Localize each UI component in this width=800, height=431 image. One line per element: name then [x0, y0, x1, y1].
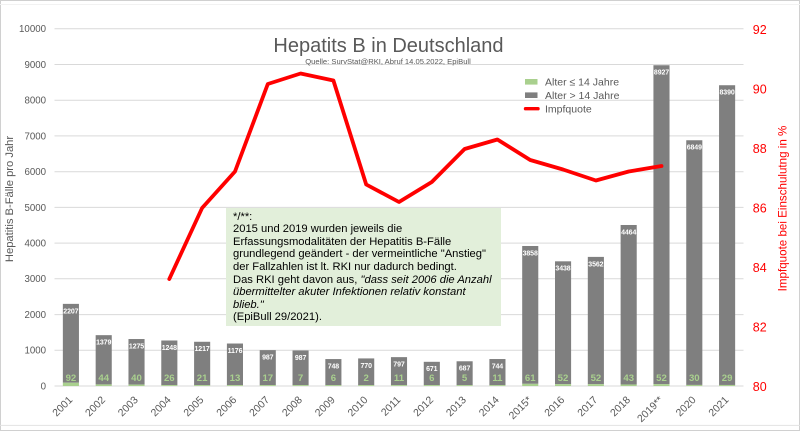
svg-text:4000: 4000 [24, 239, 46, 250]
svg-text:2: 2 [364, 373, 369, 384]
svg-text:17: 17 [262, 373, 273, 384]
svg-text:9000: 9000 [24, 60, 46, 71]
svg-text:3000: 3000 [24, 274, 46, 285]
svg-text:3562: 3562 [588, 261, 603, 268]
svg-text:3438: 3438 [555, 266, 570, 273]
svg-text:7: 7 [298, 373, 303, 384]
svg-text:1176: 1176 [228, 348, 243, 355]
svg-text:30: 30 [689, 373, 700, 384]
svg-text:6: 6 [429, 373, 434, 384]
svg-text:88: 88 [753, 142, 767, 156]
svg-text:1275: 1275 [129, 343, 144, 350]
svg-text:671: 671 [426, 366, 438, 373]
svg-text:1000: 1000 [24, 346, 46, 357]
svg-text:0: 0 [41, 381, 47, 392]
svg-text:5: 5 [462, 373, 468, 384]
svg-text:6849: 6849 [687, 145, 702, 152]
svg-text:40: 40 [131, 373, 142, 384]
svg-text:987: 987 [295, 355, 307, 362]
svg-text:6000: 6000 [24, 167, 46, 178]
svg-text:1248: 1248 [162, 345, 177, 352]
svg-text:84: 84 [753, 261, 767, 275]
svg-text:80: 80 [753, 380, 767, 394]
svg-text:11: 11 [492, 373, 503, 384]
svg-text:52: 52 [591, 373, 602, 384]
svg-text:Quelle: SurvStat@RKI, Abruf 14: Quelle: SurvStat@RKI, Abruf 14.05.2022, … [305, 57, 471, 66]
svg-text:770: 770 [361, 363, 373, 370]
svg-text:7000: 7000 [24, 131, 46, 142]
svg-text:987: 987 [262, 355, 274, 362]
svg-text:43: 43 [623, 373, 634, 384]
svg-text:2000: 2000 [24, 310, 46, 321]
svg-text:Hepatitis B-Fälle pro Jahr: Hepatitis B-Fälle pro Jahr [4, 136, 16, 262]
svg-text:26: 26 [164, 373, 175, 384]
svg-text:2207: 2207 [63, 308, 78, 315]
svg-text:8927: 8927 [654, 70, 669, 77]
svg-text:8000: 8000 [24, 96, 46, 107]
svg-text:797: 797 [393, 362, 405, 369]
svg-text:Impfquote bei Einschulutng in: Impfquote bei Einschulutng in % [777, 126, 790, 292]
svg-text:5000: 5000 [24, 203, 46, 214]
svg-text:Hepatits B in Deutschland: Hepatits B in Deutschland [273, 35, 503, 57]
svg-text:21: 21 [197, 373, 208, 384]
svg-text:687: 687 [459, 366, 471, 373]
svg-text:82: 82 [753, 321, 767, 335]
svg-text:Alter ≤ 14 Jahre: Alter ≤ 14 Jahre [545, 76, 619, 88]
svg-text:29: 29 [722, 373, 733, 384]
svg-text:92: 92 [66, 373, 77, 384]
svg-text:86: 86 [753, 201, 767, 215]
svg-text:10000: 10000 [19, 24, 47, 35]
svg-text:Impfquote: Impfquote [545, 103, 592, 115]
svg-text:Alter > 14 Jahre: Alter > 14 Jahre [545, 90, 620, 102]
svg-text:744: 744 [492, 363, 504, 370]
svg-text:52: 52 [656, 373, 667, 384]
svg-text:8390: 8390 [720, 90, 735, 97]
svg-text:6: 6 [331, 373, 336, 384]
svg-text:44: 44 [98, 373, 109, 384]
svg-text:92: 92 [753, 23, 767, 37]
svg-text:3858: 3858 [523, 250, 538, 257]
svg-text:11: 11 [394, 373, 405, 384]
svg-text:1379: 1379 [96, 340, 111, 347]
svg-text:1217: 1217 [195, 346, 210, 353]
svg-text:13: 13 [230, 373, 241, 384]
svg-text:4464: 4464 [621, 229, 636, 236]
svg-text:61: 61 [525, 373, 536, 384]
svg-text:90: 90 [753, 82, 767, 96]
svg-text:52: 52 [558, 373, 569, 384]
svg-text:748: 748 [328, 364, 340, 371]
